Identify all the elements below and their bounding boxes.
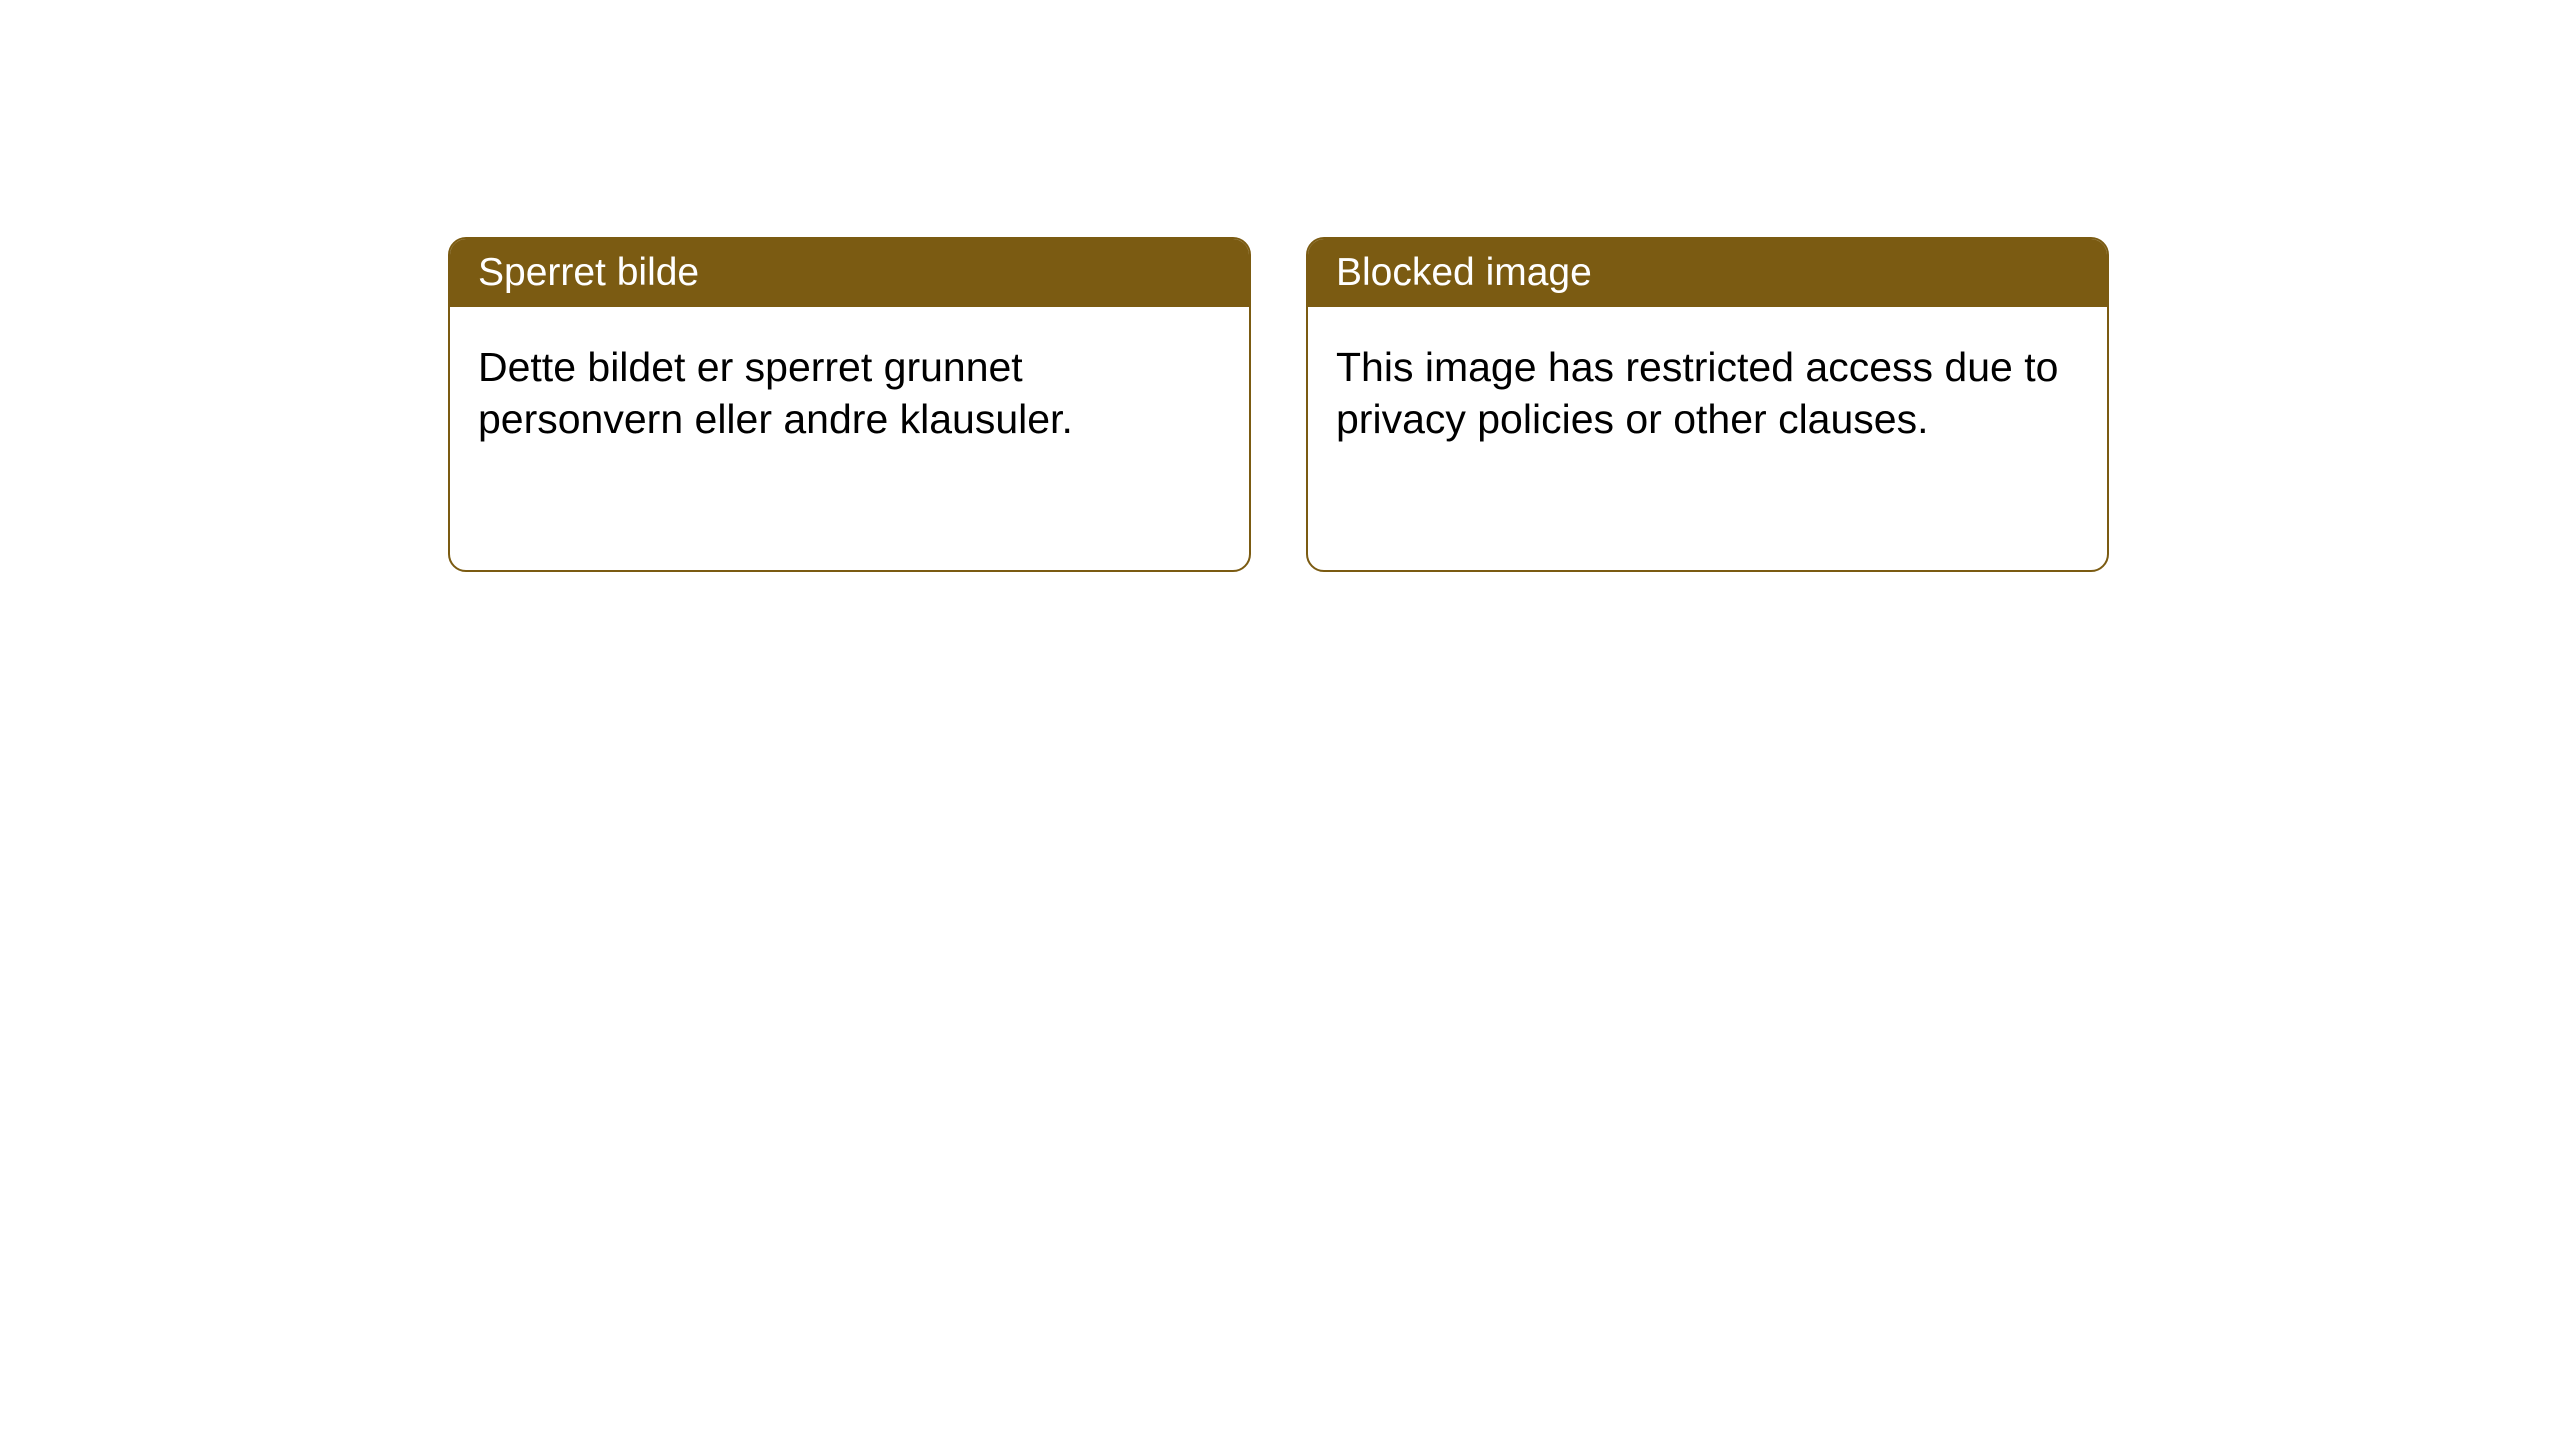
notice-text: Dette bildet er sperret grunnet personve… bbox=[478, 344, 1073, 442]
notice-container: Sperret bilde Dette bildet er sperret gr… bbox=[0, 0, 2560, 572]
notice-header: Sperret bilde bbox=[450, 239, 1249, 307]
notice-body: This image has restricted access due to … bbox=[1308, 307, 2107, 480]
notice-box-english: Blocked image This image has restricted … bbox=[1306, 237, 2109, 572]
notice-text: This image has restricted access due to … bbox=[1336, 344, 2058, 442]
notice-body: Dette bildet er sperret grunnet personve… bbox=[450, 307, 1249, 480]
notice-header: Blocked image bbox=[1308, 239, 2107, 307]
notice-title: Blocked image bbox=[1336, 251, 1592, 294]
notice-box-norwegian: Sperret bilde Dette bildet er sperret gr… bbox=[448, 237, 1251, 572]
notice-title: Sperret bilde bbox=[478, 251, 699, 294]
